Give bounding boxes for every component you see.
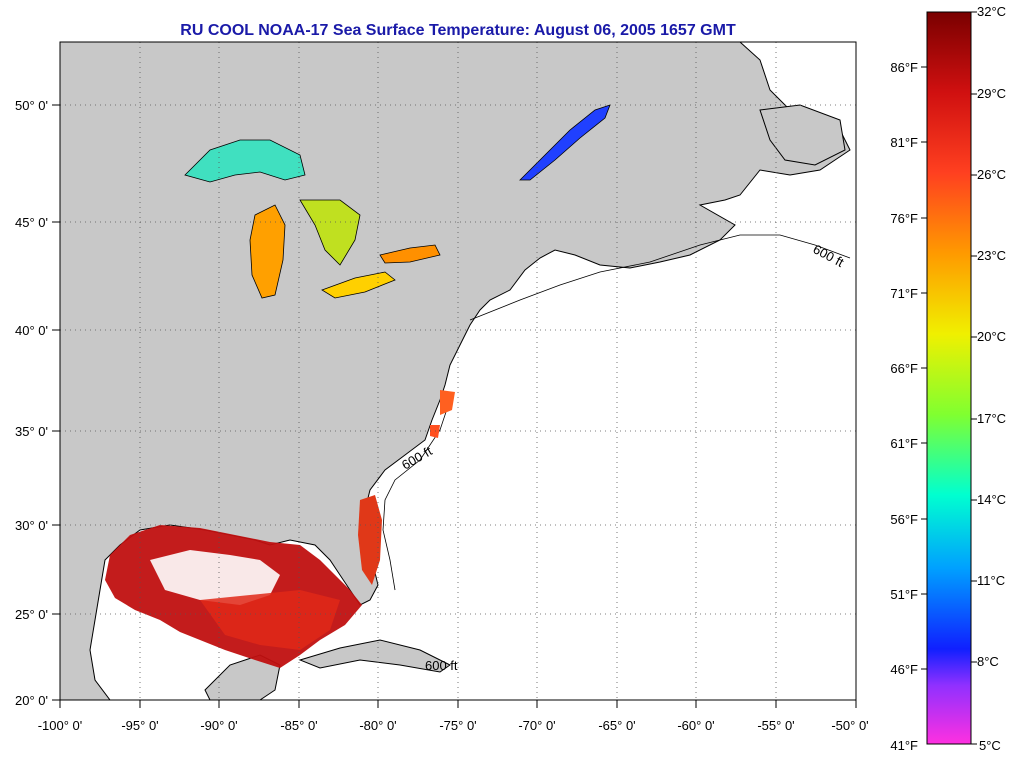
lat-tick-label: 20° 0' bbox=[15, 693, 48, 708]
colorbar-celsius-label: 20°C bbox=[977, 329, 1006, 344]
sst-gulf-inner bbox=[150, 550, 280, 605]
sst-florida-coast bbox=[358, 495, 382, 585]
contour-label-600ft: 600 ft bbox=[425, 658, 458, 673]
shelf-contour bbox=[469, 234, 851, 321]
sst-lake-michigan bbox=[249, 204, 286, 299]
lon-tick-label: -70° 0' bbox=[518, 718, 555, 733]
lat-tick-label: 30° 0' bbox=[15, 518, 48, 533]
sst-lake-superior bbox=[184, 139, 306, 183]
lon-tick-label: -50° 0' bbox=[831, 718, 868, 733]
colorbar-celsius-label: 5°C bbox=[979, 738, 1001, 753]
colorbar-celsius-label: 29°C bbox=[977, 86, 1006, 101]
colorbar-celsius-label: 32°C bbox=[977, 4, 1006, 19]
colorbar-celsius-label: 23°C bbox=[977, 248, 1006, 263]
colorbar-celsius-label: 11°C bbox=[977, 573, 1005, 588]
lon-tick-label: -90° 0' bbox=[200, 718, 237, 733]
lon-tick-label: -80° 0' bbox=[359, 718, 396, 733]
lat-tick-label: 40° 0' bbox=[15, 323, 48, 338]
land-cuba bbox=[298, 639, 451, 673]
lon-tick-label: -55° 0' bbox=[757, 718, 794, 733]
land-yucatan bbox=[204, 654, 281, 700]
colorbar-fahrenheit-label: 61°F bbox=[890, 436, 918, 451]
lat-tick-label: 50° 0' bbox=[15, 98, 48, 113]
frame-ticks bbox=[52, 104, 857, 708]
colorbar-celsius-label: 17°C bbox=[977, 411, 1006, 426]
lon-tick-label: -65° 0' bbox=[598, 718, 635, 733]
colorbar-fahrenheit-label: 71°F bbox=[890, 286, 918, 301]
colorbar-fahrenheit-label: 81°F bbox=[890, 135, 918, 150]
colorbar-fahrenheit-label: 86°F bbox=[890, 60, 918, 75]
lat-tick-label: 35° 0' bbox=[15, 424, 48, 439]
sst-lake-huron bbox=[299, 199, 361, 266]
colorbar-celsius-label: 14°C bbox=[977, 492, 1006, 507]
chart-title: RU COOL NOAA-17 Sea Surface Temperature:… bbox=[180, 22, 736, 39]
colorbar bbox=[926, 11, 972, 745]
colorbar-celsius-label: 8°C bbox=[977, 654, 999, 669]
lon-tick-label: -100° 0' bbox=[38, 718, 83, 733]
lat-tick-label: 45° 0' bbox=[15, 215, 48, 230]
sst-st-lawrence bbox=[519, 104, 611, 181]
lon-tick-label: -75° 0' bbox=[439, 718, 476, 733]
colorbar-ticks bbox=[921, 11, 977, 745]
sst-cape-hatteras bbox=[430, 425, 440, 438]
sst-carolina-coast bbox=[440, 390, 455, 415]
colorbar-celsius-label: 26°C bbox=[977, 167, 1006, 182]
colorbar-fahrenheit-label: 56°F bbox=[890, 512, 918, 527]
land-newfoundland bbox=[759, 104, 846, 166]
lat-tick-label: 25° 0' bbox=[15, 607, 48, 622]
lon-tick-label: -85° 0' bbox=[280, 718, 317, 733]
sst-lake-erie bbox=[321, 271, 396, 299]
colorbar-fahrenheit-label: 66°F bbox=[890, 361, 918, 376]
colorbar-fahrenheit-label: 41°F bbox=[890, 738, 918, 753]
sst-lake-ontario bbox=[379, 244, 441, 264]
lon-tick-label: -60° 0' bbox=[677, 718, 714, 733]
colorbar-fahrenheit-label: 76°F bbox=[890, 211, 918, 226]
sst-gulf-hot bbox=[200, 590, 340, 650]
colorbar-fahrenheit-label: 46°F bbox=[890, 662, 918, 677]
lon-tick-label: -95° 0' bbox=[121, 718, 158, 733]
colorbar-fahrenheit-label: 51°F bbox=[890, 587, 918, 602]
